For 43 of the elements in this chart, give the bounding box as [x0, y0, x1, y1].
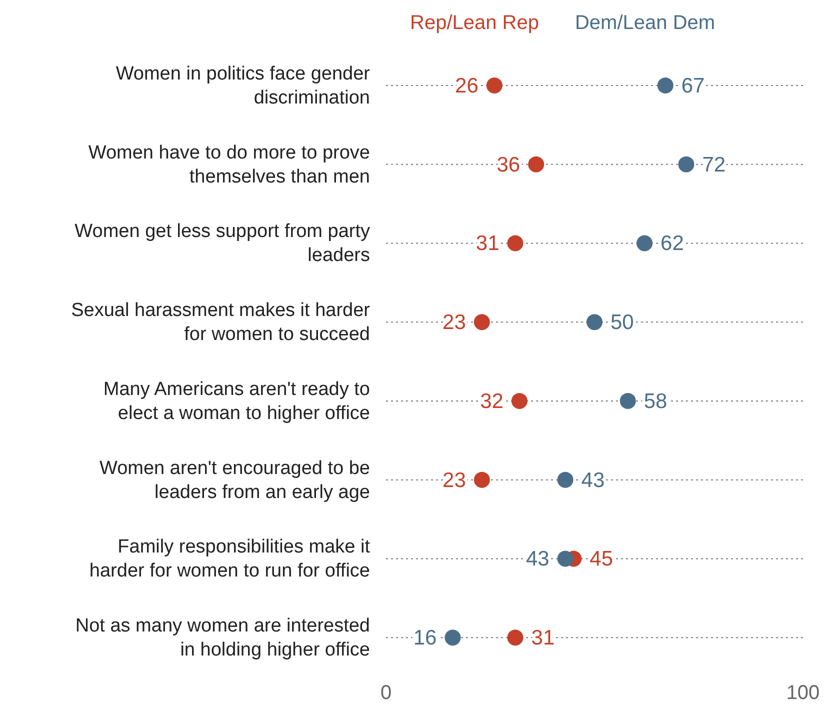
x-tick-label: 0 [380, 682, 392, 704]
data-label: 23 [442, 468, 466, 492]
data-label: 23 [442, 311, 466, 334]
data-label: 45 [590, 548, 614, 571]
point [474, 472, 490, 488]
data-label: 31 [476, 232, 500, 256]
point [620, 392, 636, 409]
data-label: 43 [526, 548, 550, 571]
data-label: 67 [681, 74, 705, 98]
data-label: 72 [702, 153, 726, 176]
point [511, 392, 528, 409]
y-tick-label: Women get less support from party leaders [74, 221, 370, 266]
point [657, 77, 674, 94]
point [486, 77, 502, 94]
point [474, 314, 490, 330]
point [444, 630, 461, 646]
data-label: 16 [413, 626, 437, 650]
text: Dem/Lean Dem [574, 12, 716, 35]
data-label: 26 [455, 74, 478, 98]
data-label: 43 [581, 468, 605, 492]
y-tick-label: Many Americans aren't ready to elect a woman to higher office [103, 378, 370, 424]
data-label: 62 [660, 232, 684, 256]
y-tick-label: Not as many women are interested in holding higher office [75, 616, 370, 661]
y-tick-label: Women have to do more to prove themselves than men [88, 142, 370, 188]
point [557, 550, 574, 567]
point [557, 472, 574, 488]
y-tick-label: Women aren't encouraged to be leaders from an early age [99, 458, 370, 503]
point [678, 156, 694, 172]
point [507, 235, 524, 252]
y-tick-label: Family responsibilities make it harder for women to run for office [89, 536, 371, 582]
point [528, 156, 544, 172]
point [586, 314, 602, 330]
data-label: 36 [496, 153, 520, 176]
point [636, 235, 653, 252]
point [507, 630, 524, 646]
data-label: 50 [610, 311, 634, 334]
data-label: 32 [480, 390, 504, 413]
x-tick-label: 100 [786, 682, 820, 704]
y-tick-label: Women in politics face gender discrimination [116, 63, 371, 108]
y-tick-label: Sexual harassment makes it harder for women to succeed [71, 300, 371, 346]
text: Rep/Lean Rep [410, 12, 539, 35]
data-label: 58 [644, 390, 668, 413]
data-label: 31 [531, 626, 555, 650]
